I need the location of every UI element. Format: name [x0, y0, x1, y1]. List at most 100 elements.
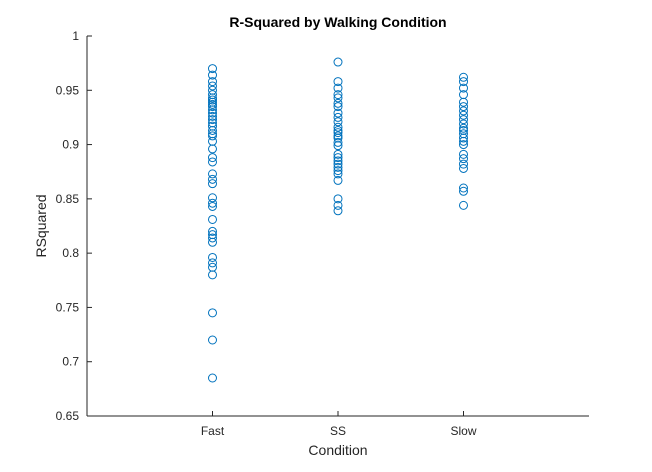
data-point [208, 201, 217, 211]
data-point [459, 186, 468, 196]
data-point [208, 169, 217, 179]
data-point [459, 149, 468, 159]
data-point [208, 144, 217, 154]
series-ss [333, 57, 343, 216]
data-point [459, 159, 468, 169]
plot-area [87, 36, 589, 416]
data-point [333, 166, 343, 176]
data-point [208, 270, 217, 280]
data-point [208, 237, 217, 247]
data-point [333, 77, 343, 87]
data-point [459, 119, 468, 129]
plot-background [87, 36, 589, 416]
data-point [333, 169, 343, 179]
data-point [208, 157, 217, 167]
data-point [208, 93, 217, 103]
data-point [208, 198, 217, 208]
data-point [459, 83, 468, 93]
data-point [333, 162, 343, 172]
data-point [333, 206, 343, 216]
data-point [208, 226, 217, 236]
data-point [459, 115, 468, 125]
data-point [208, 258, 217, 268]
data-point [208, 64, 217, 74]
data-point [459, 154, 468, 164]
data-point [333, 200, 343, 210]
data-point [208, 131, 217, 141]
data-point [459, 183, 468, 193]
data-point [333, 128, 343, 138]
data-point [459, 123, 468, 133]
data-point [459, 97, 468, 107]
data-point [208, 99, 217, 109]
data-point [208, 233, 217, 243]
data-point [208, 111, 217, 121]
data-markers [208, 57, 468, 383]
y-tick-label: 0.75 [56, 300, 80, 314]
x-axis: Fast SS Slow [87, 411, 589, 438]
data-point [208, 77, 217, 87]
data-point [208, 70, 217, 80]
y-tick-label: 0.95 [56, 83, 80, 97]
data-point [333, 102, 343, 112]
data-point [459, 110, 468, 120]
data-point [459, 163, 468, 173]
data-point [333, 83, 343, 93]
x-tick-label: Fast [201, 424, 225, 438]
data-point [208, 108, 217, 118]
data-point [333, 93, 343, 103]
y-tick-label: 0.8 [62, 246, 79, 260]
data-point [333, 122, 343, 132]
data-point [333, 117, 343, 127]
data-point [333, 98, 343, 108]
data-point [459, 77, 468, 87]
data-point [208, 95, 217, 105]
data-point [208, 105, 217, 115]
data-point [333, 57, 343, 67]
data-point [208, 335, 217, 345]
data-point [333, 194, 343, 204]
data-point [208, 193, 217, 203]
data-point [459, 106, 468, 116]
data-point [208, 125, 217, 135]
data-point [333, 137, 343, 147]
chart-title: R-Squared by Walking Condition [229, 14, 446, 30]
data-point [333, 149, 343, 159]
y-tick-label: 0.85 [56, 192, 80, 206]
x-tick-label: Slow [450, 424, 476, 438]
data-point [208, 179, 217, 189]
data-point [208, 153, 217, 163]
data-point [208, 308, 217, 318]
data-point [208, 102, 217, 112]
data-point [459, 72, 468, 82]
data-point [459, 140, 468, 150]
data-point [333, 175, 343, 185]
data-point [208, 174, 217, 184]
y-axis: 0.65 0.7 0.75 0.8 0.85 0.9 0.95 1 [56, 29, 92, 423]
data-point [333, 153, 343, 163]
data-point [208, 252, 217, 262]
data-point [208, 81, 217, 91]
y-tick-label: 0.9 [62, 138, 79, 152]
x-tick-label: SS [330, 424, 346, 438]
data-point [333, 159, 343, 169]
data-point [333, 156, 343, 166]
data-point [459, 200, 468, 210]
series-slow [459, 72, 468, 210]
data-point [459, 136, 468, 146]
x-axis-label: Condition [308, 442, 367, 458]
series-fast [208, 64, 217, 383]
y-tick-label: 0.7 [62, 355, 79, 369]
data-point [459, 102, 468, 112]
data-point [333, 131, 343, 141]
data-point [208, 214, 217, 224]
data-point [333, 141, 343, 151]
y-tick-label: 0.65 [56, 409, 80, 423]
data-point [208, 373, 217, 383]
data-point [333, 90, 343, 100]
data-point [459, 133, 468, 143]
data-point [333, 112, 343, 122]
y-axis-label: RSquared [33, 194, 49, 257]
